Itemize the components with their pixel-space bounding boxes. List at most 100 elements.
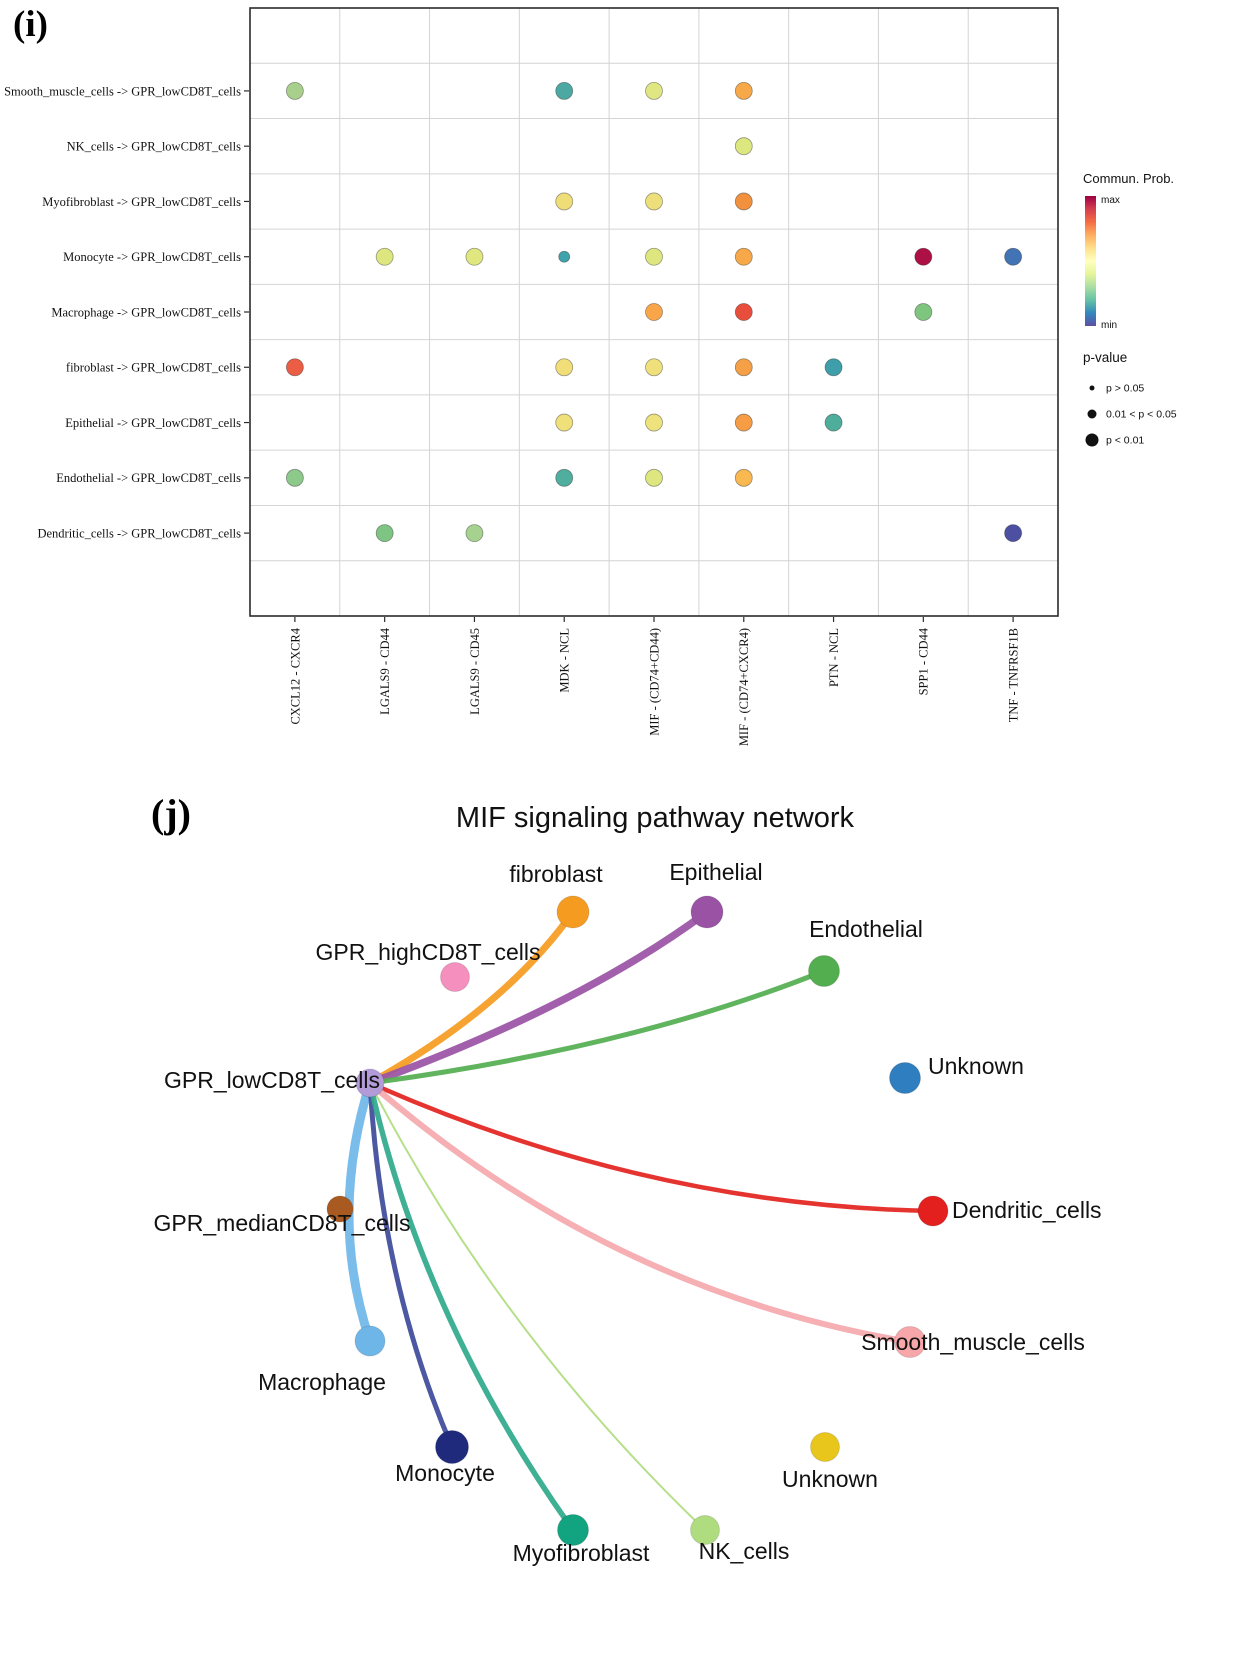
commun-prob-dot [645, 192, 663, 211]
commun-prob-dot [734, 137, 753, 156]
commun-prob-dot [824, 413, 843, 432]
commun-prob-dot [914, 247, 933, 266]
x-axis-label: CXCL12 - CXCR4 [288, 627, 302, 724]
y-axis-label: NK_cells -> GPR_lowCD8T_cells [67, 140, 242, 154]
commun-prob-dot [285, 82, 304, 100]
commun-prob-dot [555, 192, 574, 211]
commun-prob-dot [734, 303, 753, 321]
pvalue-legend-dot [1087, 409, 1097, 419]
network-chart: MIF signaling pathway network fibroblast E… [154, 802, 1102, 1566]
commun-prob-dot [734, 192, 753, 211]
commun-prob-dot [465, 247, 484, 266]
network-node-label: Smooth_muscle_cells [861, 1329, 1085, 1355]
network-node-label: Unknown [782, 1466, 878, 1492]
network-node-label: Myofibroblast [513, 1540, 650, 1566]
commun-prob-dot [285, 468, 304, 487]
commun-prob-dot [645, 247, 663, 266]
network-node-label: Unknown [928, 1053, 1024, 1079]
network-edge [367, 968, 827, 1086]
colorbar-title: Commun. Prob. [1083, 171, 1174, 186]
pvalue-legend-label: 0.01 < p < 0.05 [1106, 409, 1177, 421]
plot-border [249, 7, 1059, 617]
pvalue-legend-dot [1085, 433, 1099, 447]
commun-prob-dot [1004, 524, 1023, 542]
commun-prob-dot [285, 358, 304, 377]
network-node-label: fibroblast [509, 861, 603, 887]
commun-prob-dot [824, 358, 843, 377]
y-axis-label: Macrophage -> GPR_lowCD8T_cells [51, 305, 241, 319]
network-node [690, 895, 724, 929]
pvalue-legend-title: p-value [1083, 350, 1127, 365]
network-node-label: GPR_highCD8T_cells [316, 939, 541, 965]
y-axis-label: Endothelial -> GPR_lowCD8T_cells [56, 471, 241, 485]
panel-i-label: (i) [13, 4, 48, 45]
network-edge [366, 908, 711, 1087]
x-axis-label: LGALS9 - CD45 [468, 628, 482, 715]
commun-prob-dot [645, 358, 663, 377]
x-axis-label: MIF - (CD74+CXCR4) [737, 628, 751, 746]
colorbar-gradient [1085, 196, 1096, 326]
x-axis-label: SPP1 - CD44 [917, 627, 931, 695]
colorbar-max-label: max [1101, 195, 1120, 206]
y-axis-label: Monocyte -> GPR_lowCD8T_cells [63, 250, 241, 264]
network-edge [367, 1080, 936, 1214]
commun-prob-dot [645, 303, 663, 321]
commun-prob-dot [465, 524, 484, 542]
y-axis-label: Smooth_muscle_cells -> GPR_lowCD8T_cells [4, 84, 241, 98]
commun-prob-dot [375, 524, 394, 542]
network-node [354, 1325, 386, 1357]
y-axis-label: Epithelial -> GPR_lowCD8T_cells [65, 416, 241, 430]
commun-prob-dot [734, 247, 753, 266]
pvalue-legend-label: p > 0.05 [1106, 383, 1144, 395]
network-node-label: Macrophage [258, 1369, 386, 1395]
network-node-label: Dendritic_cells [952, 1197, 1102, 1223]
network-node [690, 1515, 720, 1545]
network-node [440, 962, 470, 992]
commun-prob-dot [734, 358, 753, 377]
commun-prob-dot [1004, 247, 1023, 266]
commun-prob-dot [558, 250, 571, 263]
commun-prob-dot [375, 247, 394, 266]
panel-j-label: (j) [151, 791, 191, 836]
network-node-label: Endothelial [809, 916, 923, 942]
commun-prob-dot [734, 82, 753, 100]
network-node [808, 955, 840, 987]
commun-prob-dot [645, 468, 663, 487]
network-edge [369, 1082, 706, 1531]
dotplot-chart: Smooth_muscle_cells -> GPR_lowCD8T_cells… [4, 7, 1177, 746]
commun-prob-dot [555, 358, 574, 377]
network-edge [367, 1080, 913, 1345]
y-axis-label: fibroblast -> GPR_lowCD8T_cells [66, 361, 241, 375]
commun-prob-dot [645, 413, 663, 432]
network-edge [367, 1080, 576, 1533]
network-node [355, 1068, 385, 1098]
network-node-label: Epithelial [669, 859, 762, 885]
network-title: MIF signaling pathway network [456, 802, 855, 834]
colorbar-min-label: min [1101, 320, 1117, 331]
commun-prob-dot [555, 82, 574, 100]
network-node [889, 1062, 921, 1094]
x-axis-label: LGALS9 - CD44 [378, 627, 392, 715]
network-node [810, 1432, 840, 1462]
network-node-label: GPR_lowCD8T_cells [164, 1067, 380, 1093]
pvalue-legend-dot [1089, 385, 1095, 391]
x-axis-label: TNF - TNFRSF1B [1006, 628, 1020, 722]
commun-prob-dot [555, 413, 574, 432]
network-node [894, 1326, 926, 1358]
network-node [556, 895, 590, 929]
x-axis-label: PTN - NCL [827, 628, 841, 687]
network-node-label: Monocyte [395, 1460, 495, 1486]
network-edge [367, 1080, 455, 1450]
network-edge [366, 908, 577, 1087]
commun-prob-dot [645, 82, 663, 100]
commun-prob-dot [555, 468, 574, 487]
network-node [557, 1514, 589, 1546]
x-axis-label: MDK - NCL [558, 628, 572, 693]
commun-prob-dot [734, 468, 753, 487]
commun-prob-dot [914, 303, 933, 321]
y-axis-label: Myofibroblast -> GPR_lowCD8T_cells [42, 195, 241, 209]
network-node [435, 1430, 469, 1464]
network-node-label: GPR_medianCD8T_cells [154, 1210, 411, 1236]
pvalue-legend-label: p < 0.01 [1106, 435, 1144, 447]
